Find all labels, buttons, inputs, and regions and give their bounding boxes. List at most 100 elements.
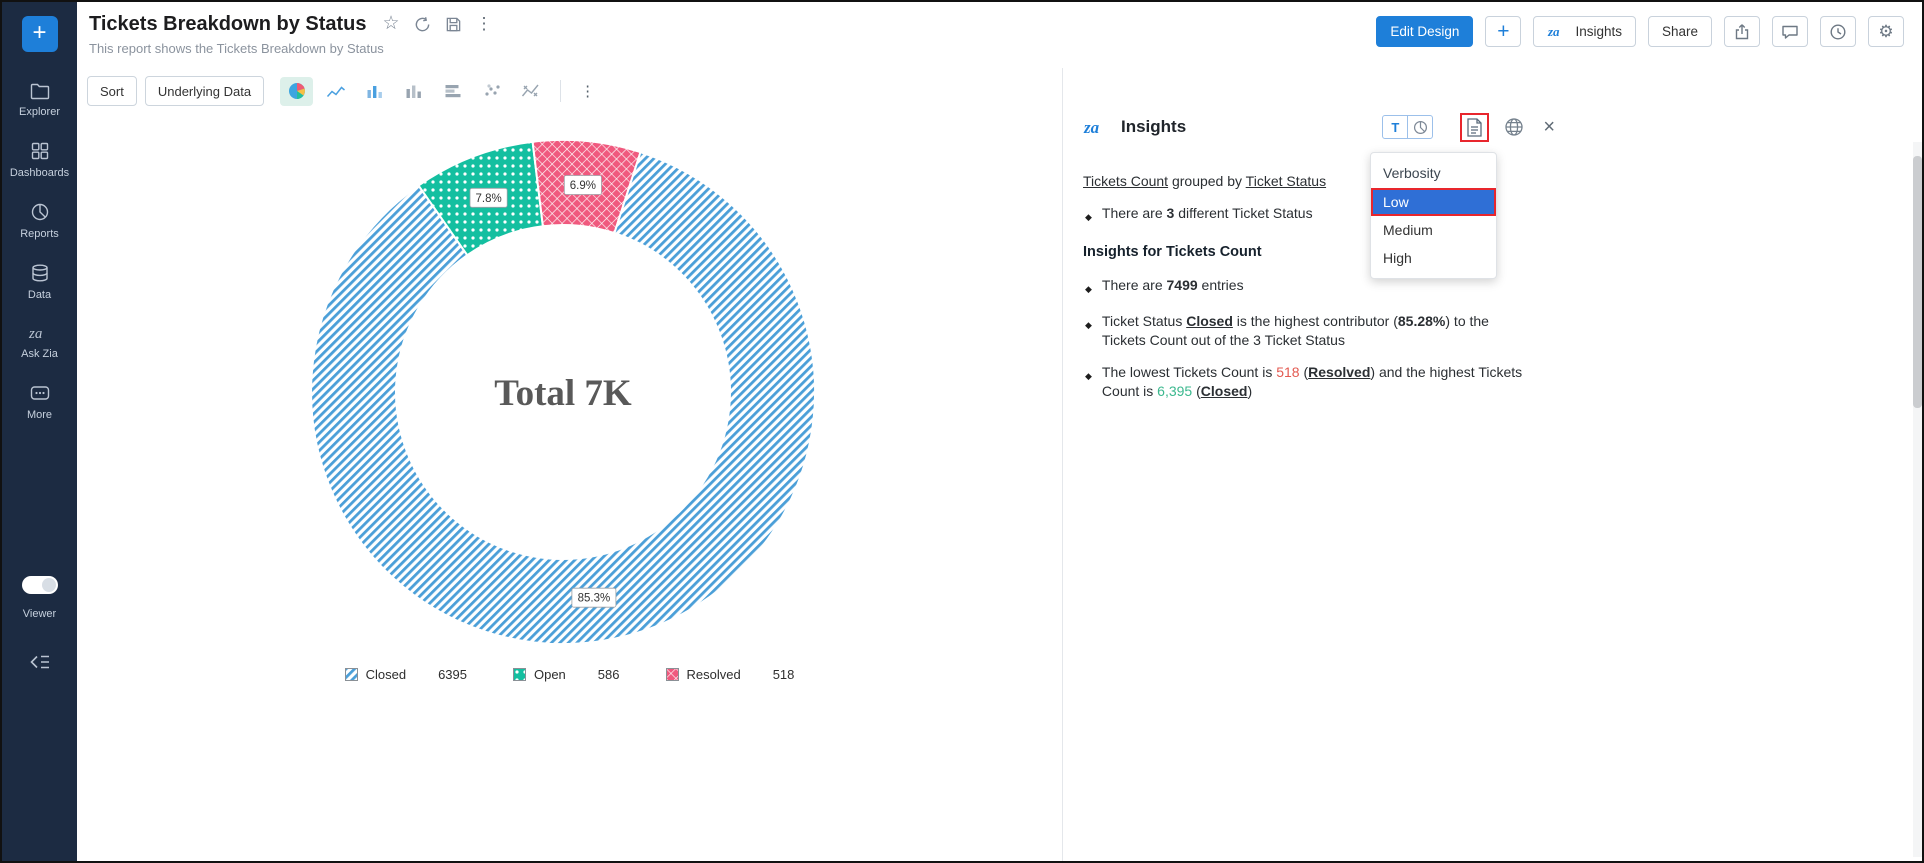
chart-type-stacked-column[interactable] bbox=[397, 77, 430, 106]
sidebar: + Explorer Dashboards Reports Data za As… bbox=[2, 2, 77, 861]
viewer-label: Viewer bbox=[22, 608, 57, 620]
sidebar-item-explorer[interactable]: Explorer bbox=[2, 82, 77, 118]
narration-button-highlighted[interactable] bbox=[1460, 112, 1490, 142]
comment-icon bbox=[1782, 25, 1798, 39]
bar-chart-icon bbox=[445, 85, 461, 98]
export-button[interactable] bbox=[1724, 16, 1760, 47]
sidebar-item-label: Dashboards bbox=[9, 167, 70, 179]
sidebar-item-label: More bbox=[26, 409, 53, 421]
verbosity-option-high[interactable]: High bbox=[1383, 250, 1412, 266]
sidebar-item-ask-zia[interactable]: za Ask Zia bbox=[2, 324, 77, 360]
donut-slice-closed[interactable] bbox=[310, 150, 817, 645]
slice-percent-label: 85.3% bbox=[571, 587, 617, 608]
sidebar-item-label: Explorer bbox=[19, 106, 60, 118]
chart-type-bar[interactable] bbox=[436, 77, 469, 106]
add-button[interactable]: + bbox=[1485, 16, 1522, 47]
verbosity-options: Low Medium High bbox=[1371, 188, 1496, 272]
close-insights-icon[interactable]: × bbox=[1543, 116, 1555, 138]
insight-text: The lowest Tickets Count is 518 (Resolve… bbox=[1101, 364, 1523, 399]
underlying-data-button[interactable]: Underlying Data bbox=[144, 76, 265, 106]
share-button[interactable]: Share bbox=[1647, 16, 1712, 47]
viewer-toggle-block: Viewer bbox=[2, 576, 77, 620]
insight-text: There are 7499 entries bbox=[1101, 277, 1244, 293]
insights-button[interactable]: za Insights bbox=[1533, 16, 1636, 47]
svg-text:za: za bbox=[1083, 118, 1100, 137]
collapse-sidebar-icon bbox=[30, 655, 49, 669]
svg-text:za: za bbox=[28, 326, 42, 342]
edit-design-button[interactable]: Edit Design bbox=[1376, 16, 1474, 47]
insight-lines: Tickets Count grouped by Ticket Status ◆ T… bbox=[1083, 172, 1541, 401]
sidebar-item-label: Data bbox=[27, 289, 52, 301]
insights-text-view-button[interactable]: T bbox=[1382, 115, 1409, 139]
insights-chart-view-button[interactable] bbox=[1407, 115, 1434, 139]
collapse-sidebar-button[interactable] bbox=[2, 654, 77, 670]
legend-item-closed[interactable]: Closed 6395 bbox=[344, 667, 467, 682]
donut-chart: 7.8% 6.9% 85.3% Total 7K bbox=[310, 139, 817, 645]
sidebar-item-more[interactable]: More bbox=[2, 383, 77, 421]
verbosity-dropdown-title: Verbosity bbox=[1383, 165, 1441, 181]
chart-type-group bbox=[280, 76, 547, 106]
insight-line: ◆ There are 7499 entries bbox=[1083, 276, 1541, 299]
legend-item-open[interactable]: Open 586 bbox=[512, 667, 620, 682]
settings-button[interactable]: ⚙ bbox=[1868, 16, 1904, 47]
favorite-star-icon[interactable]: ☆ bbox=[382, 13, 400, 34]
legend-label: Closed bbox=[365, 667, 407, 682]
version-history-button[interactable] bbox=[1820, 16, 1856, 47]
legend-label: Resolved bbox=[686, 667, 741, 682]
language-globe-icon[interactable] bbox=[1504, 117, 1524, 137]
sort-button[interactable]: Sort bbox=[87, 76, 137, 106]
verbosity-option-medium[interactable]: Medium bbox=[1383, 222, 1433, 238]
chart-toolbar: Sort Underlying Data bbox=[77, 68, 1062, 114]
stacked-column-icon bbox=[406, 85, 421, 98]
sidebar-item-label: Reports bbox=[20, 228, 59, 240]
insight-link[interactable]: Ticket Status bbox=[1245, 173, 1327, 189]
insights-button-label: Insights bbox=[1575, 24, 1622, 39]
chart-canvas: 7.8% 6.9% 85.3% Total 7K Closed 6395 Open 586 R… bbox=[77, 114, 1062, 682]
legend-value: 518 bbox=[772, 667, 795, 682]
create-new-button[interactable]: + bbox=[21, 16, 58, 52]
report-description: This report shows the Tickets Breakdown … bbox=[89, 41, 384, 56]
sidebar-nav: Explorer Dashboards Reports Data za Ask … bbox=[2, 82, 77, 421]
viewer-toggle[interactable] bbox=[21, 576, 58, 594]
scatter-chart-icon bbox=[484, 84, 500, 96]
sidebar-item-data[interactable]: Data bbox=[2, 263, 77, 301]
svg-text:85.3%: 85.3% bbox=[578, 593, 611, 605]
svg-text:7.8%: 7.8% bbox=[475, 193, 501, 205]
comments-button[interactable] bbox=[1772, 16, 1808, 47]
title-more-options-icon[interactable]: ⋮ bbox=[475, 14, 493, 33]
sidebar-item-label: Ask Zia bbox=[21, 348, 58, 360]
scrollbar-thumb[interactable] bbox=[1913, 156, 1922, 408]
insight-text: Insights for Tickets Count bbox=[1083, 244, 1262, 260]
pie-report-icon bbox=[31, 203, 48, 221]
save-icon[interactable] bbox=[445, 16, 462, 33]
chart-type-line[interactable] bbox=[319, 77, 352, 106]
legend-label: Open bbox=[533, 667, 566, 682]
sidebar-item-dashboards[interactable]: Dashboards bbox=[2, 141, 77, 179]
toggle-knob bbox=[41, 578, 56, 592]
chart-type-combo[interactable] bbox=[514, 77, 547, 106]
chart-type-pie[interactable] bbox=[280, 76, 314, 106]
pie-chart-icon bbox=[288, 83, 305, 99]
svg-text:6.9%: 6.9% bbox=[570, 180, 596, 192]
chart-type-column[interactable] bbox=[358, 77, 391, 106]
export-icon bbox=[1735, 23, 1749, 39]
refresh-icon[interactable] bbox=[414, 16, 431, 33]
legend-value: 586 bbox=[597, 667, 620, 682]
toolbar-divider bbox=[560, 80, 562, 102]
bullet-diamond-icon: ◆ bbox=[1085, 320, 1092, 330]
insight-line: ◆ Ticket Status Closed is the highest con… bbox=[1083, 312, 1541, 350]
zia-icon: za bbox=[1547, 24, 1560, 39]
page-scrollbar[interactable] bbox=[1913, 142, 1922, 857]
toolbar-more-button[interactable]: ⋮ bbox=[580, 83, 596, 100]
insight-link[interactable]: Tickets Count bbox=[1083, 173, 1169, 189]
legend-item-resolved[interactable]: Resolved 518 bbox=[665, 667, 795, 682]
legend-value: 6395 bbox=[438, 667, 467, 682]
content-row: Sort Underlying Data bbox=[77, 68, 1922, 861]
legend-swatch bbox=[512, 668, 526, 681]
verbosity-option-low[interactable]: Low bbox=[1371, 188, 1496, 216]
sidebar-item-reports[interactable]: Reports bbox=[2, 202, 77, 240]
more-ellipsis-icon bbox=[30, 386, 49, 400]
plus-icon: + bbox=[32, 19, 47, 46]
chart-type-scatter[interactable] bbox=[475, 77, 508, 106]
